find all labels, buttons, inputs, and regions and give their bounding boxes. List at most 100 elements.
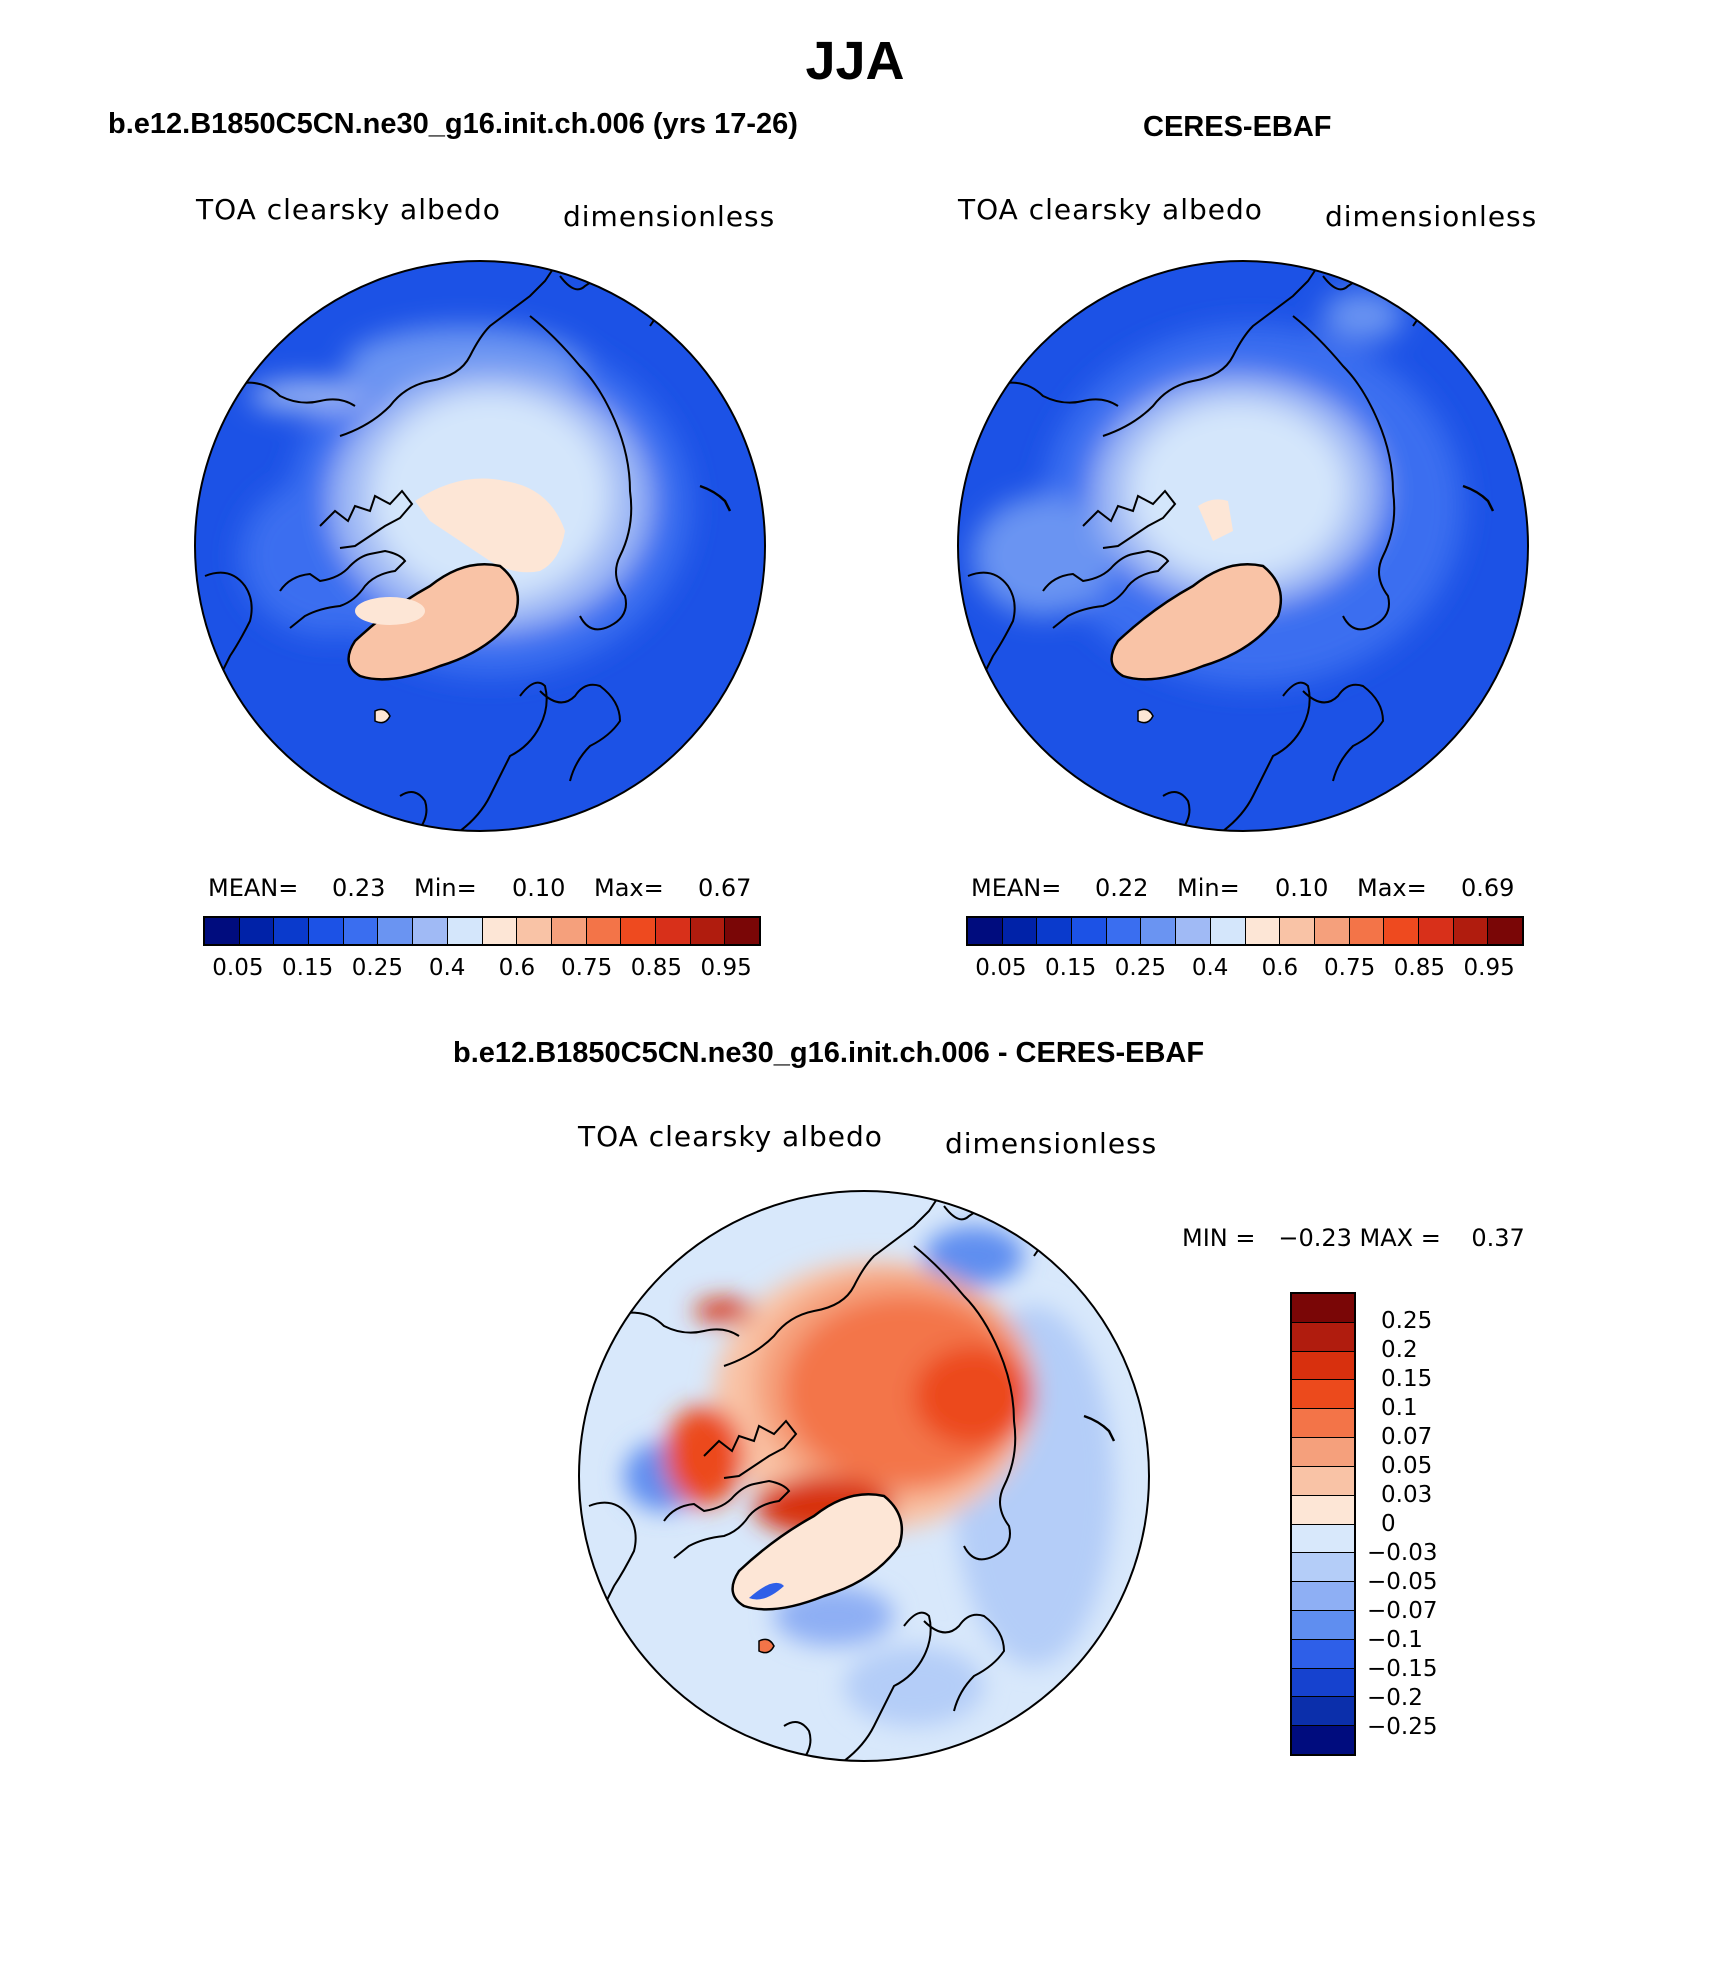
obs-colorbar-swatch bbox=[1453, 918, 1489, 944]
obs-colorbar-swatch bbox=[1037, 918, 1073, 944]
model-colorbar-swatch bbox=[447, 918, 483, 944]
obs-colorbar-swatch bbox=[1488, 918, 1522, 944]
model-colorbar-swatch bbox=[586, 918, 622, 944]
diff-colorbar-swatch bbox=[1292, 1322, 1354, 1352]
model-colorbar-swatch bbox=[621, 918, 656, 944]
model-min-label: Min= bbox=[414, 874, 477, 902]
diff-colorbar-tick-label: 0.25 bbox=[1381, 1308, 1433, 1334]
model-colorbar-swatch bbox=[343, 918, 379, 944]
obs-mean-value: 0.22 bbox=[1095, 874, 1149, 902]
model-max-label: Max= bbox=[594, 874, 664, 902]
model-colorbar-tick-label: 0.85 bbox=[630, 955, 682, 981]
obs-colorbar-swatch bbox=[1314, 918, 1350, 944]
diff-colorbar-swatch bbox=[1292, 1294, 1354, 1323]
diff-colorbar-swatch bbox=[1292, 1524, 1354, 1554]
diff-colorbar-tick-label: 0.2 bbox=[1381, 1337, 1418, 1363]
model-colorbar-tick-label: 0.95 bbox=[700, 955, 752, 981]
model-colorbar-swatch bbox=[205, 918, 240, 944]
model-colorbar-swatch bbox=[551, 918, 587, 944]
obs-colorbar-swatch bbox=[1210, 918, 1246, 944]
obs-colorbar bbox=[966, 916, 1524, 946]
diff-polar-map bbox=[578, 1190, 1150, 1762]
diff-colorbar-tick-label: 0.1 bbox=[1381, 1395, 1418, 1421]
diff-colorbar-ticks: 0.25 0.2 0.15 0.1 0.07 0.05 0.03 0 −0.03 −0.05 −0.… bbox=[1367, 1292, 1487, 1756]
diff-panel-title: b.e12.B1850C5CN.ne30_g16.init.ch.006 - C… bbox=[453, 1037, 1205, 1069]
diff-colorbar-swatch bbox=[1292, 1726, 1354, 1754]
obs-mean-label: MEAN= bbox=[971, 874, 1062, 902]
obs-colorbar-tick-label: 0.75 bbox=[1324, 955, 1376, 981]
model-colorbar-swatch bbox=[517, 918, 552, 944]
model-max-value: 0.67 bbox=[698, 874, 752, 902]
model-colorbar-tick-label: 0.05 bbox=[212, 955, 264, 981]
diff-colorbar-tick-label: −0.07 bbox=[1367, 1598, 1438, 1624]
obs-max-label: Max= bbox=[1357, 874, 1427, 902]
model-colorbar-swatch bbox=[413, 918, 448, 944]
model-colorbar-ticks: 0.05 0.15 0.25 0.4 0.6 0.75 0.85 0.95 bbox=[203, 955, 761, 985]
obs-min-label: Min= bbox=[1177, 874, 1240, 902]
model-colorbar-swatch bbox=[690, 918, 726, 944]
diff-colorbar-swatch bbox=[1292, 1466, 1354, 1496]
diff-colorbar-tick-label: −0.03 bbox=[1367, 1540, 1438, 1566]
model-colorbar-swatch bbox=[378, 918, 414, 944]
obs-colorbar-tick-label: 0.6 bbox=[1261, 955, 1299, 981]
diff-colorbar-tick-label: 0 bbox=[1381, 1511, 1396, 1537]
model-polar-map bbox=[194, 260, 766, 832]
obs-colorbar-swatch bbox=[1072, 918, 1107, 944]
obs-colorbar-swatch bbox=[1384, 918, 1419, 944]
obs-max-value: 0.69 bbox=[1461, 874, 1515, 902]
obs-colorbar-tick-label: 0.4 bbox=[1191, 955, 1229, 981]
obs-colorbar-ticks: 0.05 0.15 0.25 0.4 0.6 0.75 0.85 0.95 bbox=[966, 955, 1524, 985]
diff-colorbar-tick-label: −0.1 bbox=[1367, 1627, 1423, 1653]
diff-colorbar-swatch bbox=[1292, 1610, 1354, 1640]
diff-colorbar-swatch bbox=[1292, 1409, 1354, 1439]
obs-units-label: dimensionless bbox=[1325, 200, 1538, 233]
model-colorbar-swatch bbox=[239, 918, 275, 944]
page-title: JJA bbox=[805, 31, 905, 91]
diff-colorbar-swatch bbox=[1292, 1380, 1354, 1410]
model-variable-label: TOA clearsky albedo bbox=[196, 193, 501, 226]
diff-colorbar-tick-label: 0.07 bbox=[1381, 1424, 1433, 1450]
diff-colorbar-tick-label: −0.05 bbox=[1367, 1569, 1438, 1595]
model-colorbar-tick-label: 0.15 bbox=[282, 955, 334, 981]
obs-polar-map bbox=[957, 260, 1529, 832]
obs-colorbar-swatch bbox=[1418, 918, 1454, 944]
model-colorbar-swatch bbox=[482, 918, 518, 944]
obs-panel-title: CERES-EBAF bbox=[1143, 111, 1332, 143]
diff-colorbar-swatch bbox=[1292, 1351, 1354, 1381]
diff-colorbar-tick-label: 0.03 bbox=[1381, 1482, 1433, 1508]
model-mean-value: 0.23 bbox=[332, 874, 386, 902]
obs-colorbar-swatch bbox=[1002, 918, 1038, 944]
model-colorbar-tick-label: 0.4 bbox=[428, 955, 466, 981]
obs-colorbar-swatch bbox=[968, 918, 1003, 944]
model-colorbar-tick-label: 0.75 bbox=[561, 955, 613, 981]
model-colorbar-swatch bbox=[655, 918, 691, 944]
diff-colorbar-swatch bbox=[1292, 1668, 1354, 1698]
obs-colorbar-tick-label: 0.95 bbox=[1463, 955, 1515, 981]
diff-units-label: dimensionless bbox=[945, 1127, 1158, 1160]
diff-colorbar-tick-label: −0.15 bbox=[1367, 1656, 1438, 1682]
diff-colorbar-tick-label: 0.15 bbox=[1381, 1366, 1433, 1392]
diff-colorbar-tick-label: −0.2 bbox=[1367, 1685, 1423, 1711]
model-colorbar-tick-label: 0.6 bbox=[498, 955, 536, 981]
model-colorbar-tick-label: 0.25 bbox=[351, 955, 403, 981]
diff-minmax: MIN = −0.23 MAX = 0.37 bbox=[1182, 1224, 1525, 1252]
model-panel-title: b.e12.B1850C5CN.ne30_g16.init.ch.006 (yr… bbox=[108, 108, 798, 140]
obs-colorbar-swatch bbox=[1280, 918, 1315, 944]
obs-colorbar-swatch bbox=[1176, 918, 1211, 944]
diff-colorbar-tick-label: −0.25 bbox=[1367, 1714, 1438, 1740]
obs-colorbar-swatch bbox=[1141, 918, 1177, 944]
obs-colorbar-tick-label: 0.15 bbox=[1045, 955, 1097, 981]
obs-colorbar-tick-label: 0.25 bbox=[1114, 955, 1166, 981]
model-min-value: 0.10 bbox=[512, 874, 566, 902]
obs-variable-label: TOA clearsky albedo bbox=[958, 193, 1263, 226]
model-colorbar-swatch bbox=[274, 918, 310, 944]
obs-colorbar-swatch bbox=[1349, 918, 1385, 944]
obs-colorbar-tick-label: 0.85 bbox=[1393, 955, 1445, 981]
model-units-label: dimensionless bbox=[563, 200, 776, 233]
obs-colorbar-swatch bbox=[1245, 918, 1281, 944]
model-mean-label: MEAN= bbox=[208, 874, 299, 902]
model-colorbar bbox=[203, 916, 761, 946]
diff-colorbar-swatch bbox=[1292, 1495, 1354, 1525]
obs-colorbar-swatch bbox=[1106, 918, 1142, 944]
diff-colorbar-swatch bbox=[1292, 1697, 1354, 1727]
